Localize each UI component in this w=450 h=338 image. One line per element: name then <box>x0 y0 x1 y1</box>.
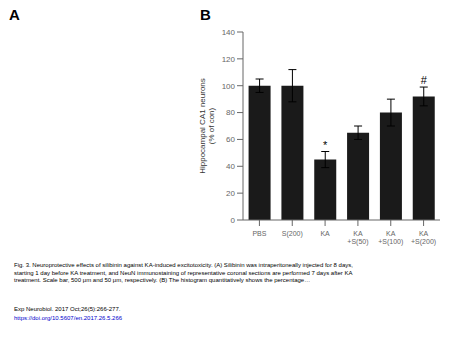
svg-text:80: 80 <box>226 108 235 117</box>
svg-text:PBS: PBS <box>252 230 266 237</box>
svg-text:KA+S(50): KA+S(50) <box>347 230 368 246</box>
svg-text:KA+S(200): KA+S(200) <box>411 230 436 246</box>
html-text:Fig. 3. Neuroprotective effect: Fig. 3. Neuroprotective effects of silib… <box>14 262 353 283</box>
svg-text:*: * <box>323 139 328 151</box>
svg-text:140: 140 <box>222 28 236 37</box>
html-text:Exp Neurobiol. 2017 Oct;26(5):: Exp Neurobiol. 2017 Oct;26(5):266-277. <box>14 306 121 312</box>
svg-text:0: 0 <box>231 216 236 225</box>
html-text:https://doi.org/10.5607/en.201: https://doi.org/10.5607/en.2017.26.5.266 <box>14 315 123 321</box>
svg-text:20: 20 <box>226 189 235 198</box>
html-text:A: A <box>9 6 20 23</box>
html-text:B: B <box>200 6 211 23</box>
svg-text:#: # <box>421 74 428 86</box>
svg-text:Hippocampal CA1 neurons(% of c: Hippocampal CA1 neurons(% of con) <box>198 78 216 174</box>
svg-text:KA: KA <box>320 230 330 237</box>
svg-text:S(200): S(200) <box>282 230 303 238</box>
svg-text:KA+S(100): KA+S(100) <box>378 230 403 246</box>
svg-text:40: 40 <box>226 162 235 171</box>
svg-text:100: 100 <box>222 82 236 91</box>
svg-text:120: 120 <box>222 55 236 64</box>
svg-text:60: 60 <box>226 135 235 144</box>
